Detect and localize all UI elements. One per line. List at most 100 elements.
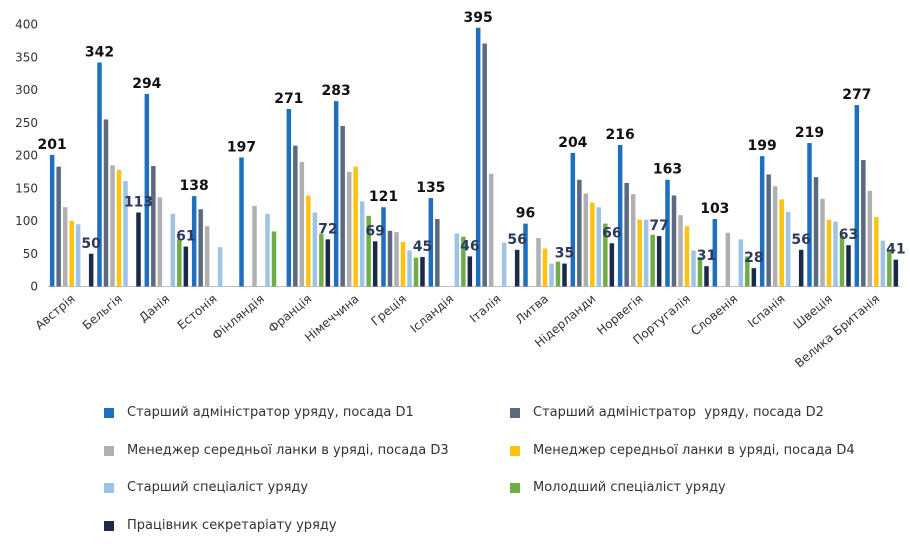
bar [596,207,602,287]
bar [110,165,115,287]
bar [523,223,528,287]
y-tick-label: 300 [15,83,38,97]
bar [665,179,670,287]
bar [116,169,122,287]
bar [239,157,244,287]
bar [306,195,311,287]
bar [191,196,197,287]
category-label: Данія [136,292,172,325]
bar [671,195,677,287]
bar [340,126,345,287]
data-label: 56 [791,232,810,248]
category-label: Швеція [791,292,835,332]
bar [501,242,507,287]
y-tick-label: 50 [23,247,38,261]
bar [407,250,412,287]
bar [177,239,182,287]
bar [867,190,873,287]
bar [570,152,576,287]
bar [381,207,386,287]
bar [333,101,339,287]
data-label: 66 [602,225,621,241]
bar [312,212,318,287]
category-label: Ісландія [408,292,457,336]
bar [198,209,203,287]
bar [488,173,494,287]
bar [745,256,750,287]
bar [697,257,703,287]
data-label: 69 [365,223,384,239]
data-label: 121 [369,189,398,205]
bar [609,243,615,287]
bar [617,145,623,287]
bar [144,93,150,287]
bar [359,201,365,287]
bar [874,217,879,287]
bar [88,253,94,287]
y-tick-label: 200 [15,149,38,163]
category-label: Бельгія [80,292,125,333]
bar [637,219,642,287]
data-label: 103 [700,201,729,217]
data-label: 61 [176,229,195,245]
data-label: 50 [81,236,101,252]
data-label: 294 [132,76,161,92]
bar [630,194,636,287]
bar [846,245,851,287]
bar [271,231,277,287]
data-label: 277 [842,87,871,103]
data-label: 113 [124,194,153,210]
bar [366,215,371,287]
category-label: Велика Британія [792,292,882,371]
bar [536,238,541,287]
data-label: 283 [322,83,351,99]
bar [394,232,399,287]
bar [725,232,731,287]
bar [772,186,778,287]
data-label: 45 [413,239,432,255]
bar [387,230,393,287]
bar [751,268,757,287]
bar [49,154,55,287]
bar [372,241,378,287]
bar [413,257,419,287]
bar [428,198,434,287]
bar [454,233,460,287]
bar [820,198,825,287]
bar [461,236,466,287]
category-label: Литва [513,292,551,327]
bar [738,239,744,287]
y-tick-label: 250 [15,116,38,130]
bar [839,235,845,287]
bar [785,211,791,287]
category-label: Фінляндія [210,292,267,343]
y-tick-label: 150 [15,181,38,195]
bar [420,257,425,287]
data-label: 199 [748,138,777,154]
bar [103,119,109,287]
bar [650,234,655,287]
bar [624,183,629,287]
bar [56,166,61,287]
bar [603,223,608,287]
bar [252,205,257,287]
bar [779,199,784,287]
data-label: 77 [649,218,668,234]
data-label: 96 [516,206,535,222]
y-tick-label: 400 [15,18,38,32]
data-label: 31 [697,248,716,264]
bar [555,261,561,287]
bar [861,160,866,287]
category-label: Словенія [688,292,740,339]
data-label: 35 [555,246,574,262]
data-label: 197 [227,139,256,155]
bar [217,247,223,287]
bar [759,156,765,287]
bar [577,179,582,287]
data-label: 41 [886,242,905,258]
bar [286,108,292,287]
bar [299,162,305,287]
bar [813,177,819,287]
